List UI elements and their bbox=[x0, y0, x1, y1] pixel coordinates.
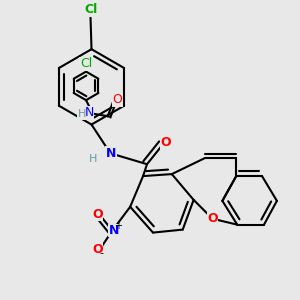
Text: -: - bbox=[99, 248, 103, 258]
Text: O: O bbox=[113, 93, 123, 106]
Text: N: N bbox=[106, 147, 116, 160]
Text: O: O bbox=[92, 208, 103, 221]
Text: H: H bbox=[89, 154, 98, 164]
Text: O: O bbox=[92, 243, 103, 256]
Text: Cl: Cl bbox=[80, 57, 92, 70]
Text: N: N bbox=[84, 106, 94, 119]
Text: +: + bbox=[114, 221, 122, 231]
Text: N: N bbox=[109, 224, 119, 237]
Text: O: O bbox=[207, 212, 218, 225]
Text: Cl: Cl bbox=[84, 3, 97, 16]
Text: H: H bbox=[77, 110, 86, 119]
Text: O: O bbox=[160, 136, 171, 149]
